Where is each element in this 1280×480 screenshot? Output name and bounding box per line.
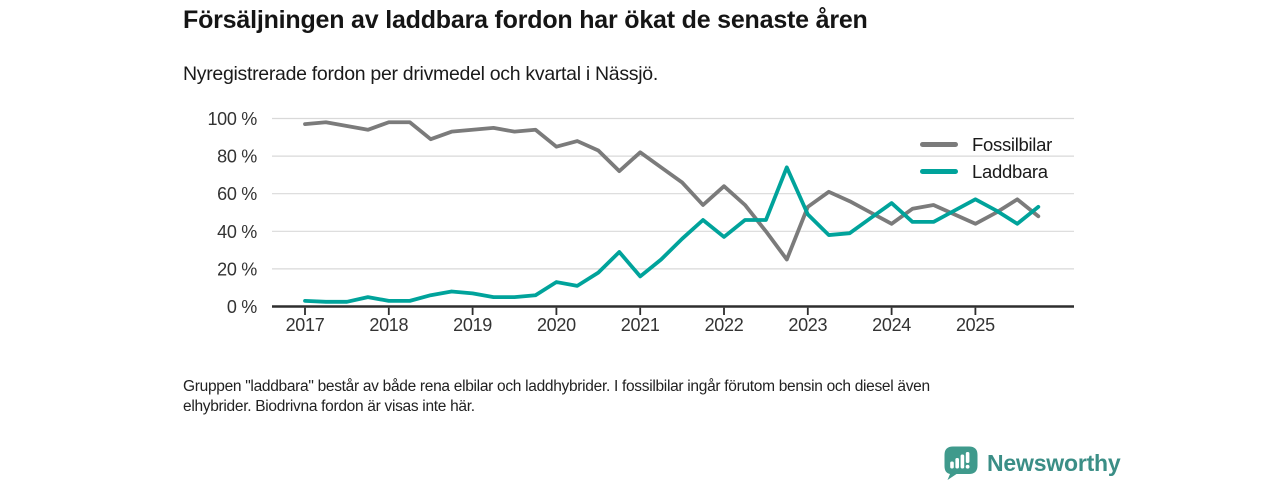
- x-tick-label: 2020: [537, 315, 576, 335]
- page-title: Försäljningen av laddbara fordon har öka…: [183, 6, 868, 34]
- x-tick-label: 2023: [788, 315, 827, 335]
- y-tick-label: 60 %: [217, 184, 257, 204]
- legend-swatch-laddbara-icon: [920, 169, 958, 174]
- series-line-laddbara: [303, 165, 1041, 304]
- y-tick-label: 20 %: [217, 259, 257, 279]
- y-tick-label: 40 %: [217, 222, 257, 242]
- y-tick-label: 0 %: [227, 297, 257, 317]
- x-tick-label: 2019: [453, 315, 492, 335]
- legend-item-fossilbilar: Fossilbilar: [920, 131, 1140, 158]
- footnote-line-1: Gruppen "laddbara" består av både rena e…: [183, 378, 930, 395]
- x-tick-label: 2021: [621, 315, 660, 335]
- y-tick-label: 100 %: [207, 109, 257, 129]
- x-tick-label: 2025: [956, 315, 995, 335]
- footnote-line-2: elhybrider. Biodrivna fordon är visas in…: [183, 397, 475, 415]
- legend-label-fossilbilar: Fossilbilar: [972, 133, 1052, 155]
- x-tick-label: 2018: [369, 315, 408, 335]
- x-tick-label: 2024: [872, 315, 911, 335]
- page-subtitle: Nyregistrerade fordon per drivmedel och …: [183, 63, 658, 85]
- legend-item-laddbara: Laddbara: [920, 158, 1140, 185]
- y-tick-label: 80 %: [217, 147, 257, 167]
- legend-label-laddbara: Laddbara: [972, 160, 1048, 182]
- legend-swatch-fossilbilar-icon: [920, 142, 958, 147]
- newsworthy-badge-icon: [944, 446, 978, 480]
- chart-legend: Fossilbilar Laddbara: [920, 131, 1140, 185]
- x-tick-label: 2017: [286, 315, 325, 335]
- newsworthy-logo: Newsworthy: [944, 446, 1121, 480]
- x-tick-label: 2022: [705, 315, 744, 335]
- series-line-fossilbilar: [303, 120, 1041, 262]
- newsworthy-wordmark: Newsworthy: [987, 449, 1121, 476]
- chart-footnote: Gruppen "laddbara" består av både rena e…: [183, 377, 930, 416]
- bar-chart-glyph: [950, 452, 970, 469]
